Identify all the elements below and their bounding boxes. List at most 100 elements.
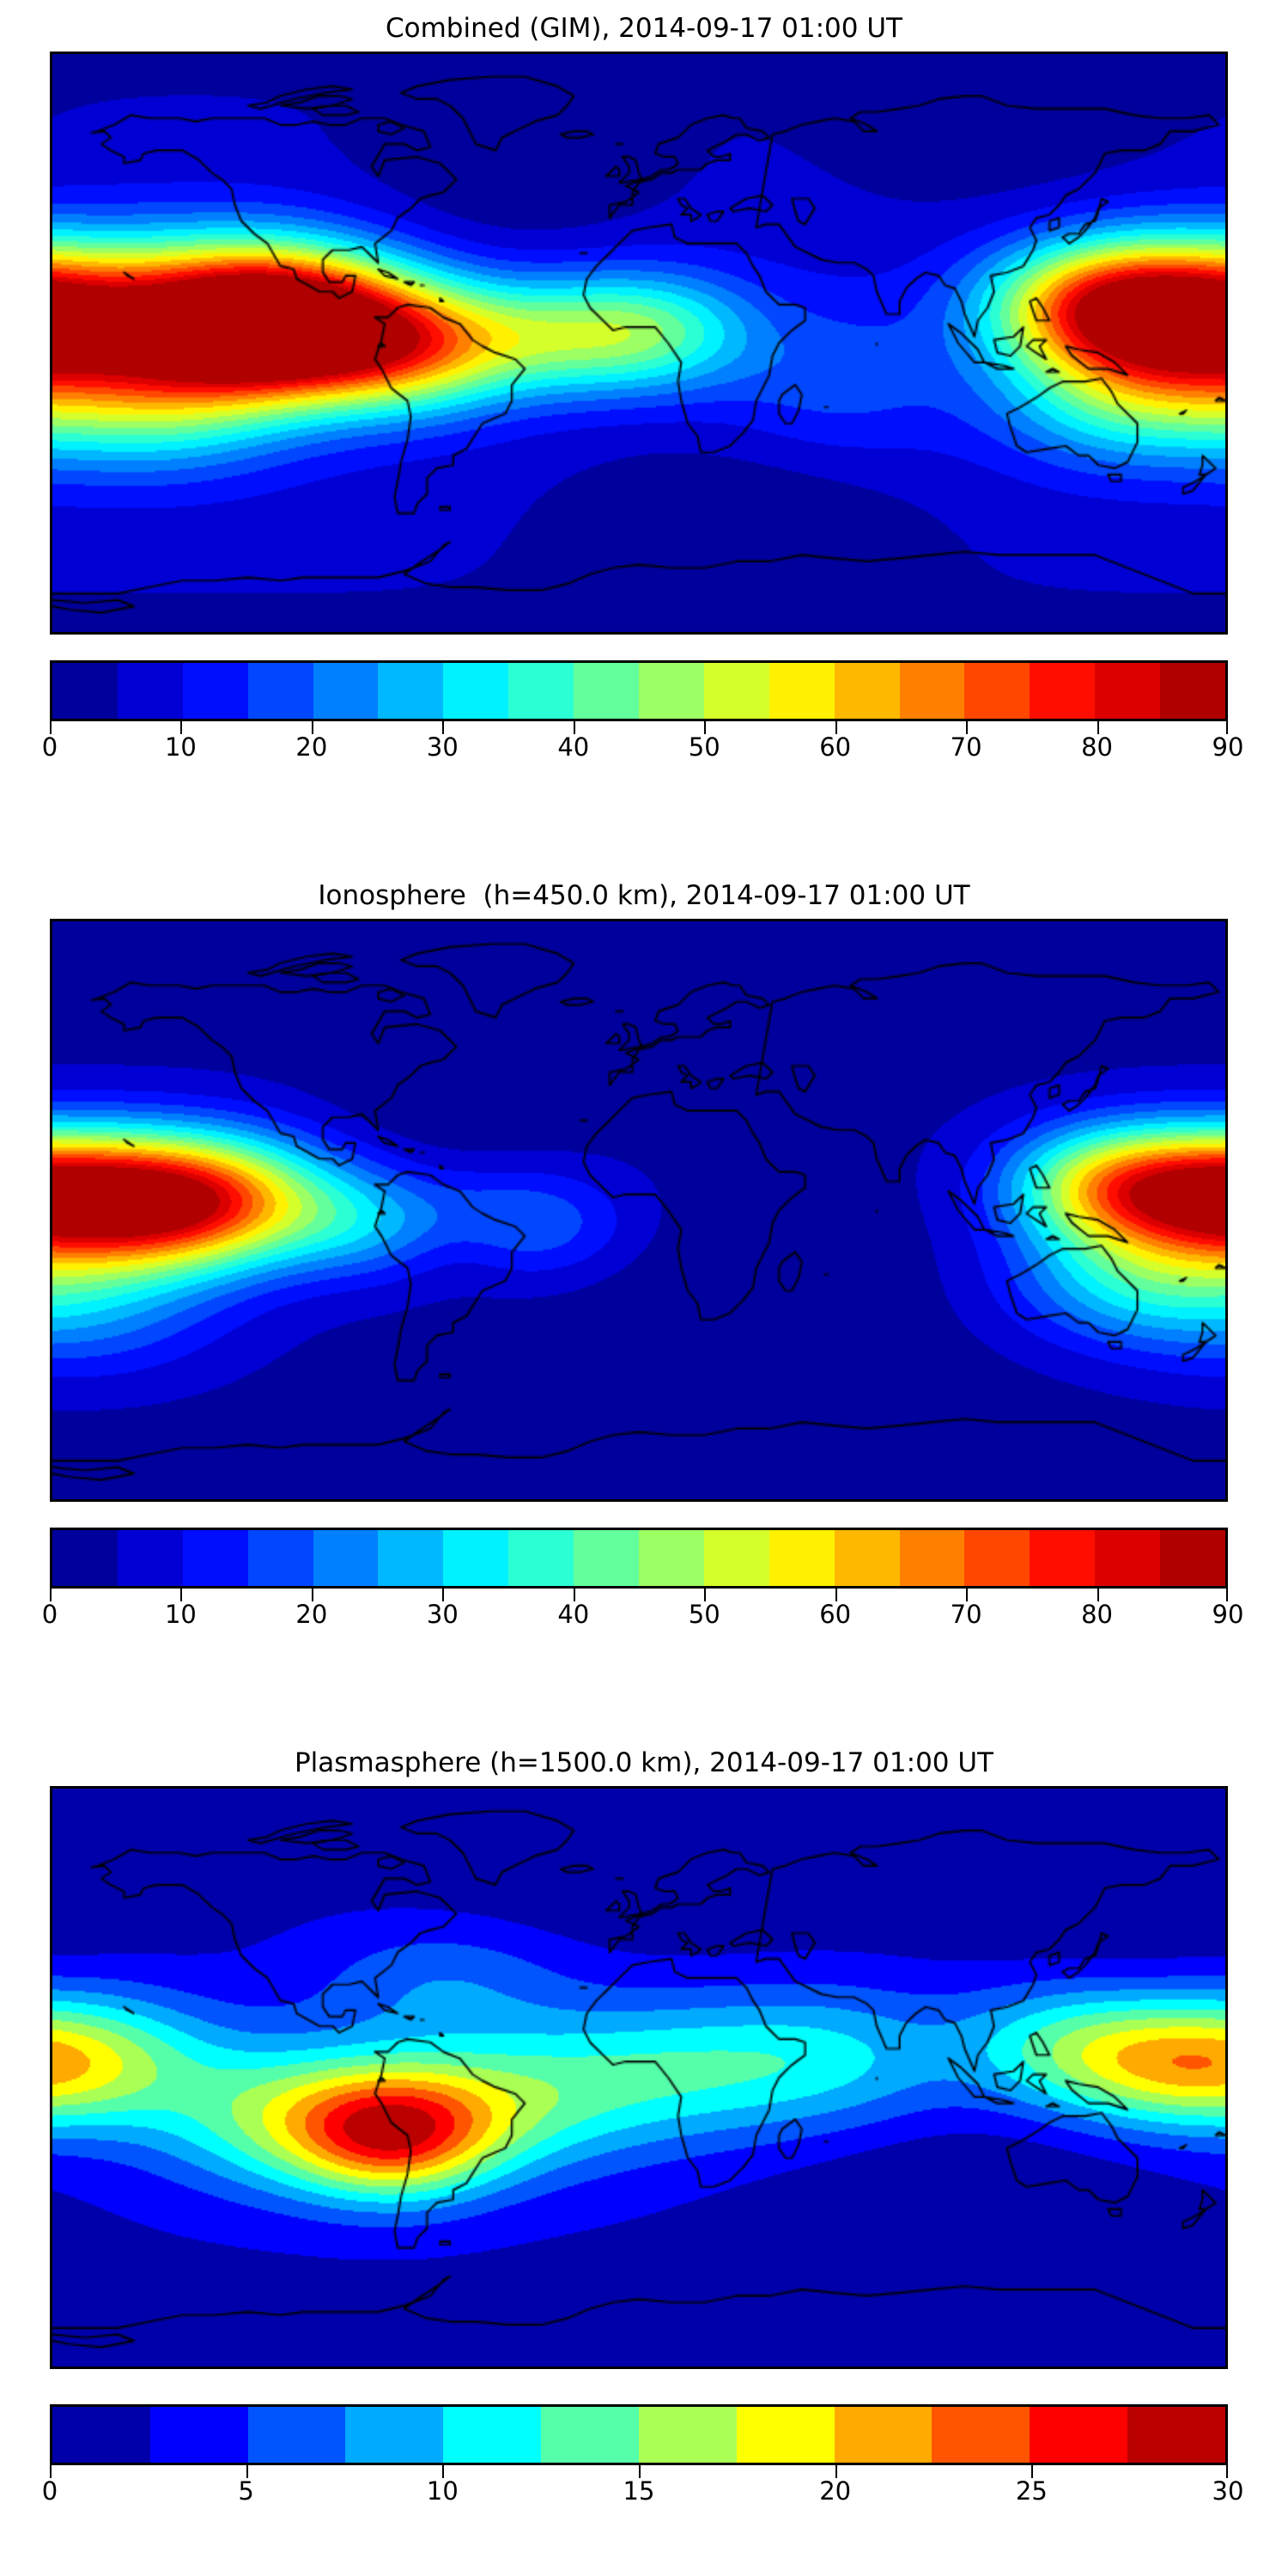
- colorbar-segment: [182, 1530, 248, 1586]
- colorbar-tick-label: 30: [426, 732, 459, 762]
- colorbar-tick: [704, 1589, 707, 1601]
- colorbar-segment: [508, 1530, 574, 1586]
- colorbar-ticks-ionosphere-450km: [50, 1589, 1228, 1602]
- colorbar-tick-label: 10: [164, 732, 197, 762]
- colorbar-segment: [182, 663, 248, 719]
- colorbar-segment: [1030, 2407, 1128, 2463]
- map-canvas-ionosphere-450km: [52, 921, 1225, 1499]
- colorbar-segment: [736, 2407, 835, 2463]
- colorbar-tick: [246, 2465, 248, 2478]
- colorbar-segment: [639, 1530, 704, 1586]
- colorbar-labels-combined-gim: 0 10 20 30 40 50 60 70 80 90: [42, 732, 1244, 771]
- colorbar-tick-label: 30: [426, 1600, 459, 1629]
- colorbar-segment: [52, 663, 118, 719]
- colorbar-tick-label: 70: [950, 732, 982, 762]
- colorbar-tick-label: 70: [950, 1600, 982, 1629]
- colorbar-segment: [378, 663, 444, 719]
- colorbar-segment: [443, 1530, 509, 1586]
- colorbar-segment: [899, 663, 965, 719]
- colorbar-tick-label: 50: [688, 1600, 720, 1629]
- colorbar-segment: [541, 2407, 639, 2463]
- colorbar-tick: [639, 2465, 641, 2478]
- colorbar-tick-label: 20: [819, 2476, 852, 2506]
- colorbar-tick: [442, 2465, 445, 2478]
- colorbar-tick-label: 5: [238, 2476, 254, 2506]
- colorbar-tick: [311, 1589, 313, 1601]
- colorbar-segment: [834, 663, 900, 719]
- colorbar-segment: [247, 663, 313, 719]
- colorbar-segment: [1127, 2407, 1225, 2463]
- panel-ionosphere-450km: Ionosphere (h=450.0 km), 2014-09-17 01:0…: [0, 867, 1288, 1735]
- colorbar-tick-label: 30: [1212, 2476, 1244, 2506]
- colorbar-tick-label: 50: [688, 732, 720, 762]
- colorbar-segment: [638, 2407, 737, 2463]
- colorbar-ionosphere-450km: 0 10 20 30 40 50 60 70 80 90: [42, 1528, 1243, 1638]
- colorbar-segment: [345, 2407, 444, 2463]
- colorbar-segment: [52, 1530, 118, 1586]
- colorbar-tick: [50, 2465, 52, 2478]
- colorbar-tick: [966, 721, 969, 734]
- colorbar-tick-label: 25: [1015, 2476, 1048, 2506]
- colorbar-ticks-plasmasphere-1500km: [50, 2465, 1228, 2479]
- colorbar-segment: [703, 663, 769, 719]
- colorbar-tick: [1097, 721, 1099, 734]
- colorbar-segment: [639, 663, 704, 719]
- colorbar-segment: [117, 1530, 183, 1586]
- colorbar-segment: [834, 2407, 933, 2463]
- colorbar-segment: [769, 1530, 835, 1586]
- panel-plasmasphere-1500km: Plasmasphere (h=1500.0 km), 2014-09-17 0…: [0, 1735, 1288, 2576]
- panel-combined-gim: Combined (GIM), 2014-09-17 01:00 UT 0 10 2…: [0, 0, 1288, 867]
- colorbar-tick: [704, 721, 707, 734]
- colorbar-tick: [1031, 2465, 1034, 2478]
- colorbar-tick-label: 90: [1212, 1600, 1244, 1629]
- colorbar-segment: [574, 663, 640, 719]
- map-canvas-plasmasphere-1500km: [52, 1789, 1225, 2366]
- colorbar-segment: [52, 2407, 150, 2463]
- colorbar-tick-label: 80: [1081, 732, 1113, 762]
- colorbar-segment: [1030, 1530, 1096, 1586]
- colorbar-tick-label: 0: [41, 732, 58, 762]
- colorbar-tick-label: 80: [1081, 1600, 1113, 1629]
- colorbar-tick: [311, 721, 313, 734]
- colorbar-segment: [932, 2407, 1030, 2463]
- colorbar-tick: [50, 721, 52, 734]
- colorbar-tick: [573, 1589, 575, 1601]
- colorbar-tick-label: 0: [41, 1600, 58, 1629]
- colorbar-segment: [1160, 663, 1226, 719]
- colorbar-segment: [1160, 1530, 1226, 1586]
- colorbar-tick-label: 0: [41, 2476, 58, 2506]
- colorbar-gradient-ionosphere-450km: [50, 1528, 1228, 1589]
- colorbar-tick-label: 20: [295, 732, 328, 762]
- colorbar-labels-plasmasphere-1500km: 0 5 10 15 20 25 30: [42, 2476, 1244, 2515]
- colorbar-tick-label: 15: [623, 2476, 655, 2506]
- colorbar-tick: [835, 2465, 837, 2478]
- colorbar-tick: [1226, 2465, 1228, 2478]
- colorbar-tick: [442, 721, 445, 734]
- colorbar-tick: [1097, 1589, 1099, 1601]
- colorbar-segment: [508, 663, 574, 719]
- colorbar-gradient-combined-gim: [50, 660, 1228, 721]
- colorbar-segment: [769, 663, 835, 719]
- colorbar-segment: [703, 1530, 769, 1586]
- colorbar-segment: [247, 1530, 313, 1586]
- colorbar-tick-label: 40: [557, 1600, 590, 1629]
- colorbar-segment: [834, 1530, 900, 1586]
- colorbar-tick-label: 60: [819, 732, 852, 762]
- colorbar-tick-label: 10: [426, 2476, 459, 2506]
- colorbar-tick: [1226, 1589, 1228, 1601]
- map-ionosphere-450km: [50, 919, 1228, 1502]
- colorbar-segment: [899, 1530, 965, 1586]
- map-plasmasphere-1500km: [50, 1786, 1228, 2369]
- colorbar-tick: [50, 1589, 52, 1601]
- colorbar-tick: [835, 1589, 837, 1601]
- colorbar-segment: [964, 1530, 1030, 1586]
- colorbar-tick-label: 60: [819, 1600, 852, 1629]
- colorbar-tick: [573, 721, 575, 734]
- colorbar-tick: [1226, 721, 1228, 734]
- colorbar-tick: [180, 1589, 183, 1601]
- colorbar-combined-gim: 0 10 20 30 40 50 60 70 80 90: [42, 660, 1244, 771]
- colorbar-tick-label: 10: [164, 1600, 197, 1629]
- panel-title-ionosphere-450km: Ionosphere (h=450.0 km), 2014-09-17 01:0…: [318, 880, 970, 911]
- colorbar-segment: [574, 1530, 640, 1586]
